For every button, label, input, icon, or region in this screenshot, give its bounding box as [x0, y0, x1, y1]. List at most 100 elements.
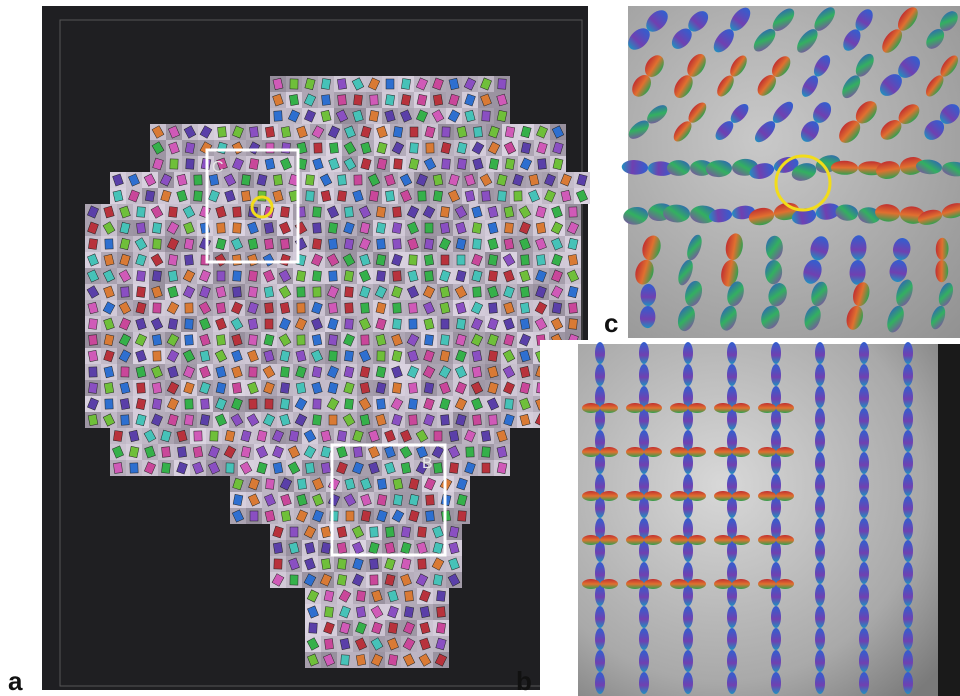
lobe	[683, 650, 693, 672]
glyph	[442, 127, 450, 137]
lobe	[903, 628, 913, 650]
lobe	[815, 584, 825, 606]
glyph	[569, 207, 577, 217]
lobe	[595, 650, 605, 672]
glyph	[497, 462, 507, 473]
glyph	[250, 511, 258, 521]
glyph	[376, 222, 386, 233]
glyph	[306, 191, 315, 201]
glyph	[216, 335, 225, 346]
lobe	[859, 452, 869, 474]
glyph	[474, 127, 483, 138]
lobe	[727, 650, 737, 672]
glyph	[321, 190, 331, 201]
glyph	[356, 591, 365, 602]
glyph	[248, 318, 258, 329]
glyph	[401, 94, 411, 105]
lobe	[758, 447, 776, 457]
glyph	[297, 335, 305, 345]
glyph	[184, 255, 193, 266]
glyph	[137, 207, 146, 218]
glyph	[504, 238, 514, 249]
lobe	[815, 650, 825, 672]
lobe	[582, 447, 600, 457]
glyph	[498, 191, 507, 202]
glyph	[377, 158, 387, 169]
glyph	[89, 335, 98, 346]
lobe	[595, 342, 605, 364]
lobe	[595, 364, 605, 386]
lobe	[727, 628, 737, 650]
glyph	[273, 462, 283, 473]
glyph	[344, 270, 353, 281]
lobe	[859, 386, 869, 408]
lobe	[732, 403, 750, 413]
lobe	[859, 518, 869, 540]
lobe	[595, 672, 605, 694]
lobe	[670, 579, 688, 589]
glyph	[321, 78, 330, 89]
glyph	[377, 494, 387, 505]
lobe	[903, 430, 913, 452]
figure: C B a b c	[0, 0, 960, 696]
glyph	[105, 399, 113, 409]
lobe	[727, 364, 737, 386]
glyph	[345, 207, 354, 218]
lobe	[859, 430, 869, 452]
glyph	[404, 606, 414, 617]
lobe	[732, 535, 750, 545]
glyph	[360, 366, 370, 377]
glyph	[248, 287, 257, 298]
glyph	[217, 271, 225, 281]
lobe	[859, 474, 869, 496]
glyph	[153, 303, 161, 313]
lobe	[670, 403, 688, 413]
glyph	[280, 207, 289, 218]
glyph	[457, 159, 466, 170]
glyph	[354, 175, 362, 185]
lobe	[667, 160, 690, 176]
glyph	[433, 190, 442, 201]
lobe	[903, 540, 913, 562]
glyph	[482, 111, 491, 121]
glyph	[568, 254, 578, 265]
lobe	[859, 342, 869, 364]
lobe	[859, 496, 869, 518]
glyph	[321, 462, 330, 473]
glyph	[361, 510, 371, 521]
glyph	[353, 95, 362, 106]
lobe	[688, 447, 706, 457]
lobe	[626, 535, 644, 545]
glyph	[488, 350, 497, 361]
glyph	[249, 399, 257, 409]
glyph	[129, 446, 139, 457]
glyph	[520, 318, 530, 329]
lobe	[903, 518, 913, 540]
lobe	[776, 403, 794, 413]
lobe	[683, 672, 693, 694]
glyph	[473, 415, 482, 426]
glyph	[281, 510, 291, 521]
glyph	[552, 302, 561, 313]
glyph	[504, 206, 514, 217]
glyph	[361, 303, 370, 314]
glyph	[329, 351, 338, 361]
glyph	[266, 479, 275, 490]
glyph	[433, 574, 443, 585]
glyph	[337, 190, 346, 201]
glyph	[281, 143, 290, 154]
lobe	[903, 672, 913, 694]
glyph	[152, 398, 161, 409]
glyph	[168, 270, 177, 281]
glyph	[409, 303, 418, 314]
glyph	[408, 383, 417, 394]
glyph	[489, 415, 498, 425]
glyph	[405, 591, 414, 602]
glyph	[393, 303, 402, 313]
lobe	[639, 628, 649, 650]
lobe	[815, 562, 825, 584]
glyph	[440, 350, 450, 361]
lobe	[903, 496, 913, 518]
glyph	[370, 559, 379, 570]
lobe	[776, 579, 794, 589]
